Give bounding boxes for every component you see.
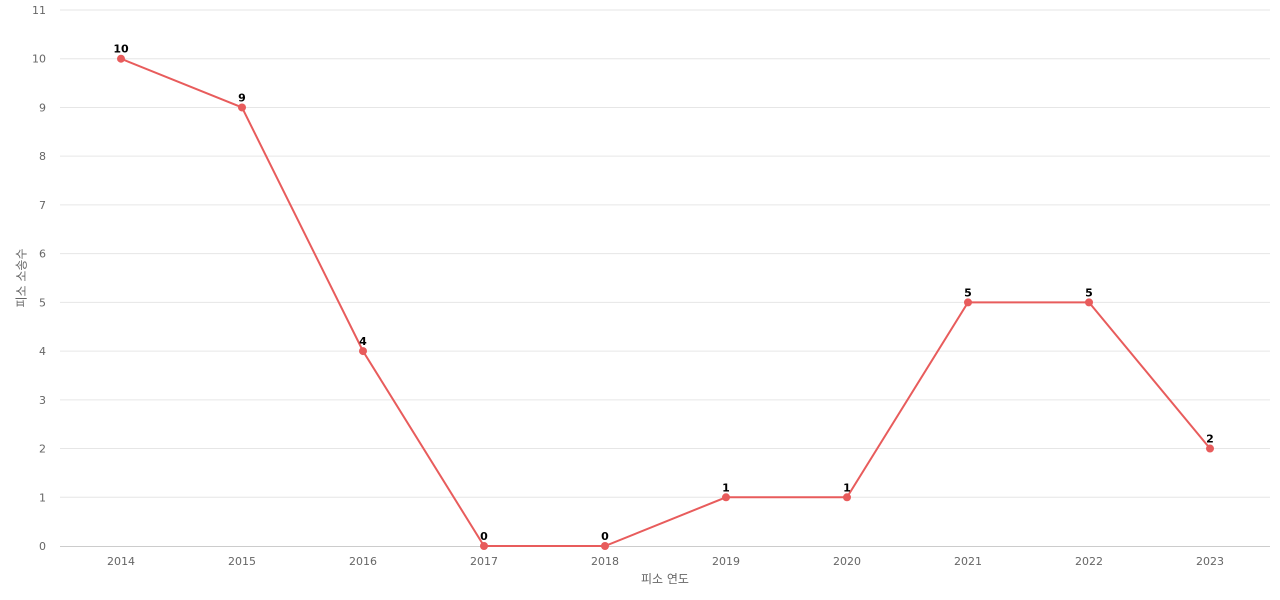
series-layer (117, 54, 1214, 550)
y-axis-title: 피소 소송수 (15, 248, 29, 307)
y-tick-label: 3 (39, 394, 46, 407)
x-tick-label: 2022 (1075, 555, 1103, 568)
data-label: 9 (238, 91, 246, 104)
data-point (964, 298, 972, 307)
y-tick-label: 4 (39, 345, 46, 358)
x-tick-label: 2014 (107, 555, 135, 568)
x-tick-label: 2023 (1196, 555, 1224, 568)
data-label: 1 (722, 481, 730, 494)
data-label: 5 (1085, 286, 1093, 299)
data-point (117, 54, 125, 63)
x-axis-ticks: 2014 2015 2016 2017 2018 2019 2020 2021 2022 2023 (107, 555, 1224, 568)
data-label: 5 (964, 286, 972, 299)
y-tick-label: 5 (39, 296, 46, 309)
y-tick-label: 2 (39, 443, 46, 456)
y-tick-label: 7 (39, 199, 46, 212)
data-point (601, 542, 609, 550)
y-tick-label: 10 (32, 53, 46, 66)
series-line (120, 57, 1211, 547)
x-tick-label: 2018 (591, 555, 619, 568)
data-point (238, 103, 246, 112)
data-label-layer: 10 9 4 0 0 1 1 5 5 2 (113, 43, 1213, 543)
x-tick-label: 2015 (228, 555, 256, 568)
data-point (843, 493, 851, 502)
y-tick-label: 0 (39, 540, 46, 553)
x-tick-label: 2019 (712, 555, 740, 568)
data-label: 0 (480, 530, 488, 543)
data-point (480, 542, 488, 550)
x-tick-label: 2020 (833, 555, 861, 568)
y-tick-label: 1 (39, 491, 46, 504)
x-tick-label: 2021 (954, 555, 982, 568)
x-tick-label: 2016 (349, 555, 377, 568)
x-tick-label: 2017 (470, 555, 498, 568)
y-axis-ticks: 0 1 2 3 4 5 6 7 8 9 10 11 (32, 4, 46, 553)
x-axis-title: 피소 연도 (641, 572, 689, 586)
data-point (359, 347, 367, 356)
y-tick-label: 11 (32, 4, 46, 17)
data-label: 1 (843, 481, 851, 494)
data-label: 4 (359, 335, 367, 348)
y-tick-label: 6 (39, 248, 46, 261)
data-label: 10 (113, 43, 129, 56)
data-point (722, 493, 730, 502)
data-point (1206, 444, 1214, 453)
data-label: 2 (1206, 433, 1214, 446)
data-point (1085, 298, 1093, 307)
grid-layer (60, 9, 1270, 498)
y-tick-label: 9 (39, 101, 46, 114)
data-label: 0 (601, 530, 609, 543)
y-tick-label: 8 (39, 150, 46, 163)
